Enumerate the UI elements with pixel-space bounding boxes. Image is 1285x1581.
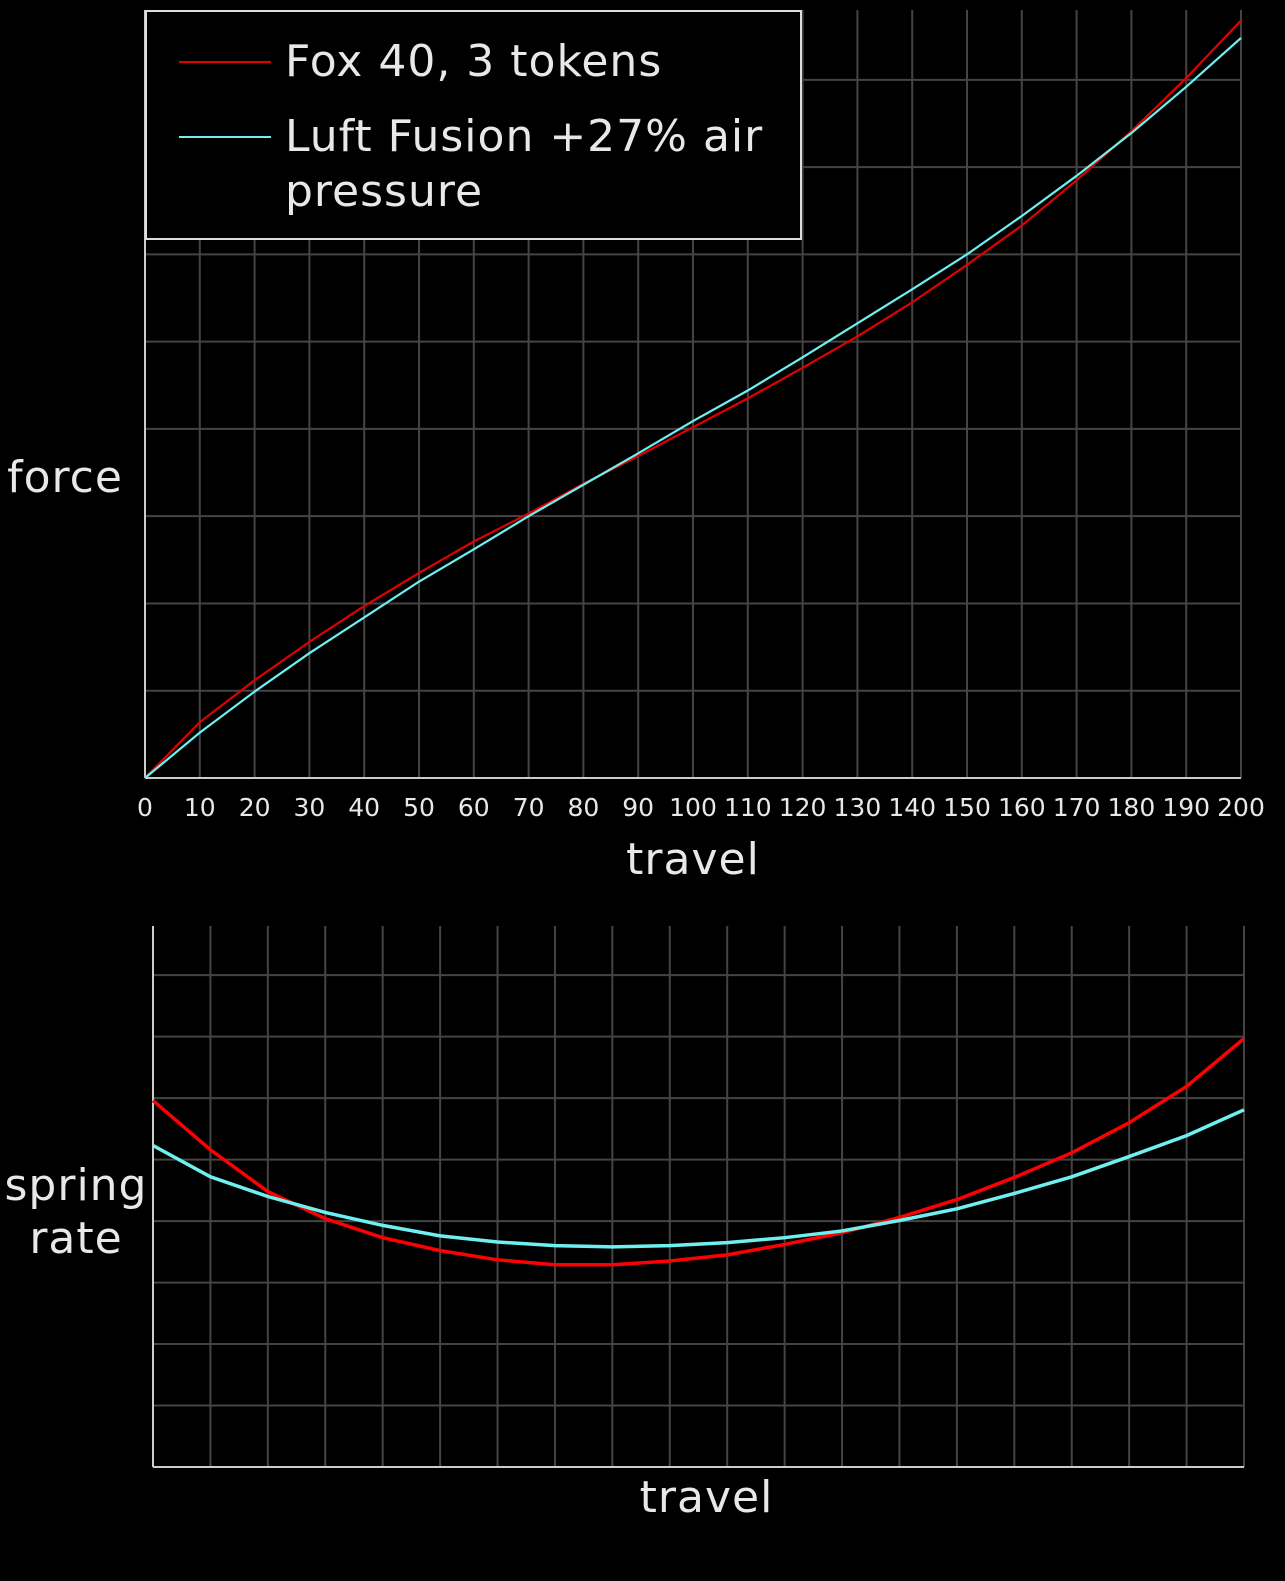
legend-entry: Luft Fusion +27% air pressure (147, 109, 785, 219)
x-tick-label: 30 (293, 793, 325, 822)
x-tick-label: 130 (834, 793, 882, 822)
series-line (144, 37, 1242, 779)
legend-label: Fox 40, 3 tokens (285, 36, 663, 87)
x-tick-label: 200 (1217, 793, 1265, 822)
x-tick-label: 160 (998, 793, 1046, 822)
x-tick-label: 110 (724, 793, 772, 822)
x-tick-label: 180 (1108, 793, 1156, 822)
y-axis-label: spring rate (4, 1160, 148, 1264)
legend: Fox 40, 3 tokens Luft Fusion +27% air pre… (145, 10, 802, 240)
series-line (144, 19, 1242, 779)
legend-label: Luft Fusion +27% air pressure (285, 111, 764, 217)
x-tick-label: 60 (458, 793, 490, 822)
legend-swatch (179, 136, 271, 138)
x-tick-label: 20 (239, 793, 271, 822)
series-line (152, 1108, 1245, 1249)
x-tick-label: 120 (779, 793, 827, 822)
legend-entry: Fox 40, 3 tokens (147, 34, 785, 89)
x-tick-label: 10 (184, 793, 216, 822)
x-tick-label: 80 (567, 793, 599, 822)
x-tick-label: 50 (403, 793, 435, 822)
x-tick-label: 150 (943, 793, 991, 822)
x-axis-label: travel (640, 1472, 774, 1523)
x-tick-label: 40 (348, 793, 380, 822)
x-tick-label: 90 (622, 793, 654, 822)
x-tick-label: 140 (888, 793, 936, 822)
y-axis-label: force (7, 452, 123, 503)
x-tick-label: 100 (669, 793, 717, 822)
series-line (151, 1037, 1246, 1267)
x-axis-label: travel (626, 834, 760, 885)
x-tick-label: 170 (1053, 793, 1101, 822)
legend-swatch (179, 61, 271, 63)
x-tick-label: 70 (513, 793, 545, 822)
x-tick-label: 190 (1162, 793, 1210, 822)
x-tick-label: 0 (137, 793, 153, 822)
